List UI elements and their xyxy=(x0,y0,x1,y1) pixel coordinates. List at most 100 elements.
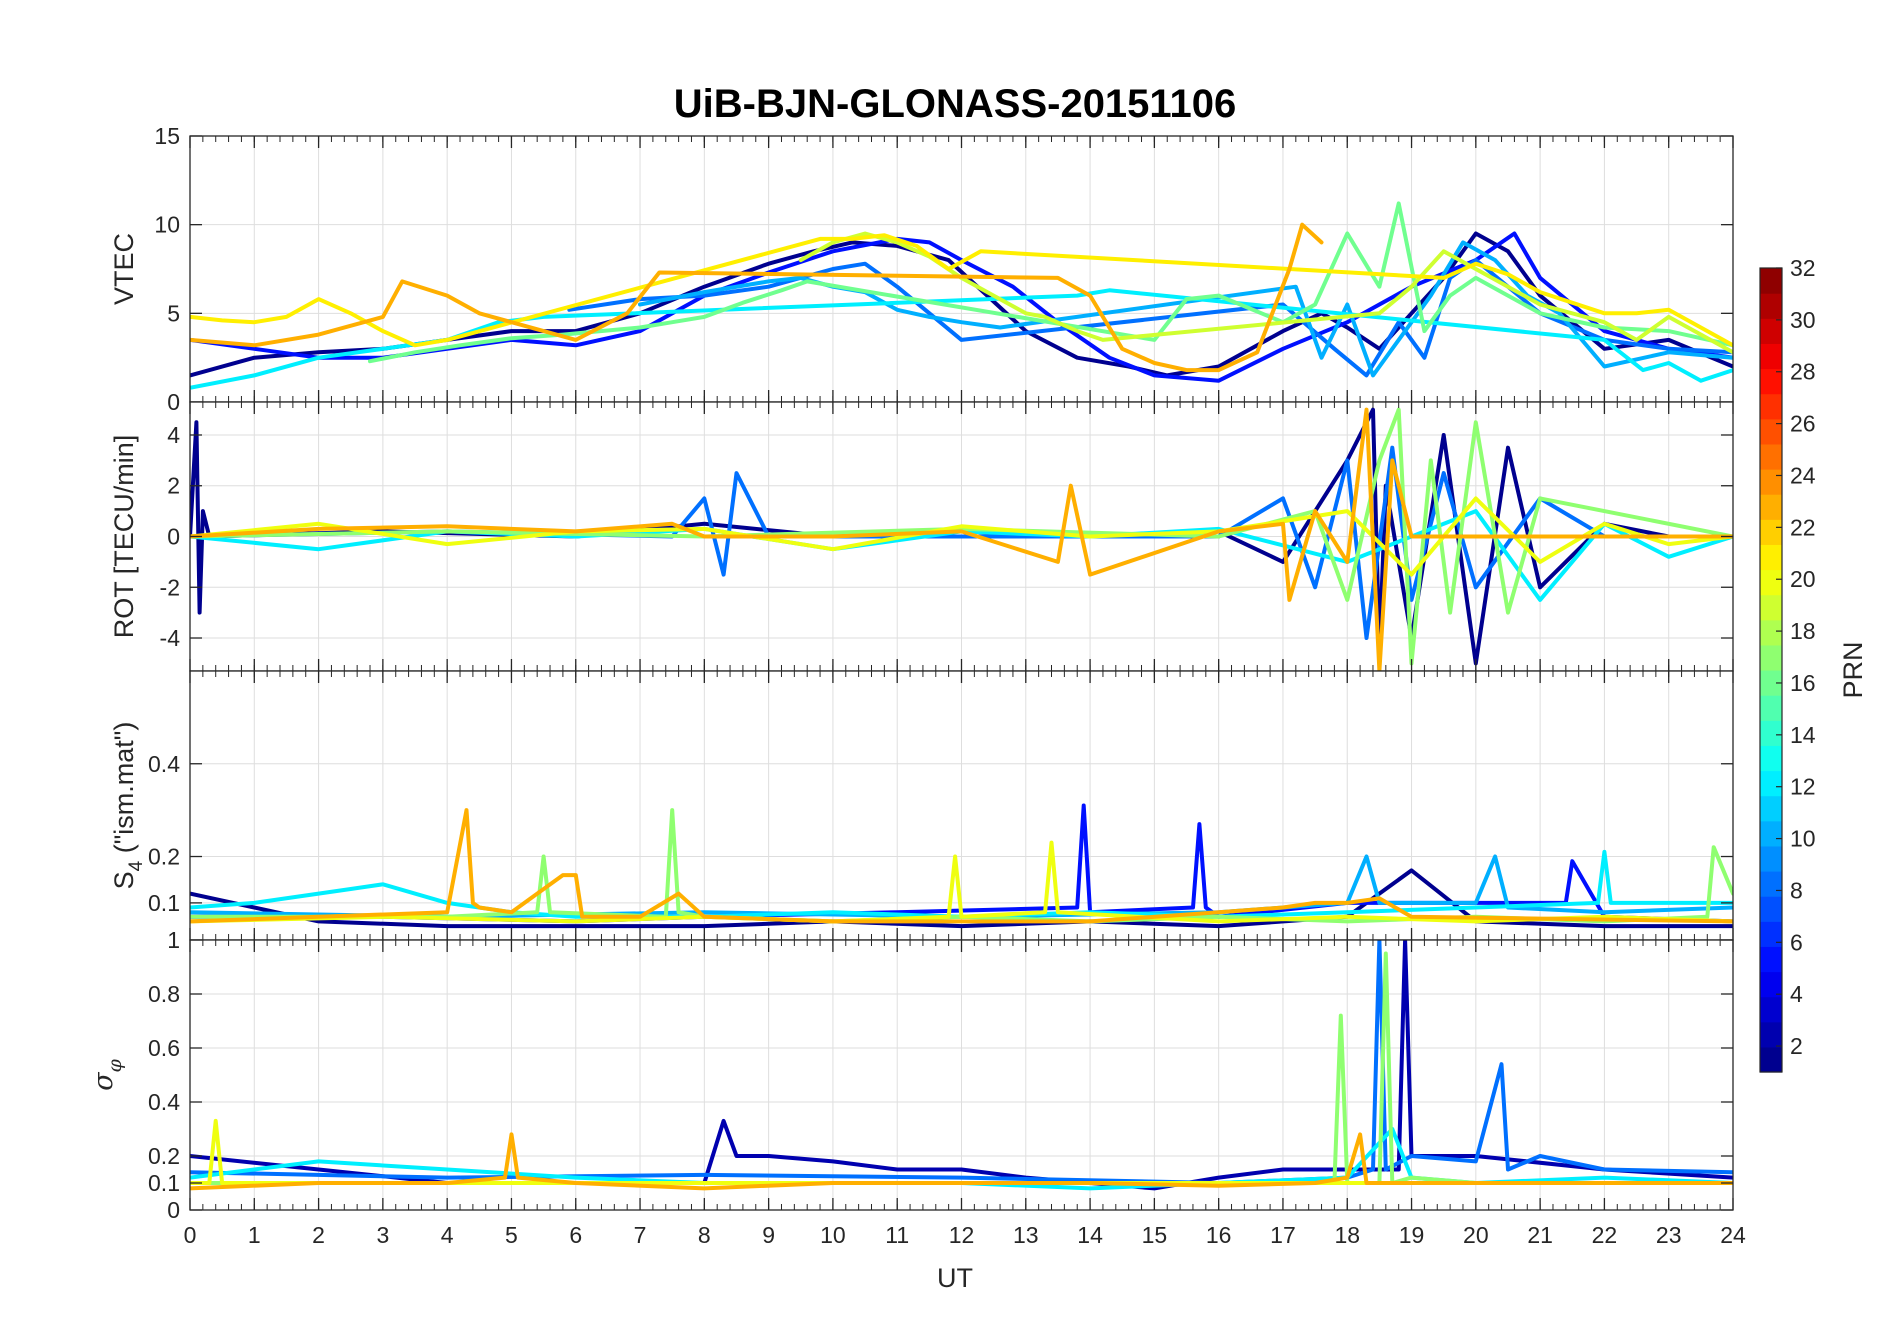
colorbar-segment xyxy=(1760,393,1782,420)
colorbar-tick-label: 28 xyxy=(1790,359,1816,385)
panel-vtec: 0 5 10 15 VTEC xyxy=(109,123,1734,415)
colorbar-segment xyxy=(1760,1046,1782,1073)
colorbar-segment xyxy=(1760,519,1782,545)
series-group xyxy=(190,940,1733,1191)
series-line-prn-23 xyxy=(190,1132,1733,1191)
series-line-prn-17 xyxy=(190,407,1733,666)
x-ticks xyxy=(189,402,1734,671)
series-group xyxy=(190,803,1733,929)
y-tick-label: 1 xyxy=(167,927,180,953)
colorbar-segment xyxy=(1760,494,1782,520)
y-tick-label: 0.4 xyxy=(148,751,180,777)
y-tick-label: 0 xyxy=(167,1197,180,1223)
colorbar-segment xyxy=(1760,268,1782,294)
colorbar-segment xyxy=(1760,644,1782,671)
y-label-main: σ xyxy=(88,1071,119,1091)
x-tick-label: 20 xyxy=(1463,1222,1489,1248)
series-line-prn-23 xyxy=(190,407,1733,671)
colorbar-segment xyxy=(1760,845,1782,872)
y-tick-label: 0.2 xyxy=(148,844,180,870)
y-tick-label: 0 xyxy=(167,524,180,550)
colorbar-tick-label: 10 xyxy=(1790,826,1816,852)
x-tick-label: 4 xyxy=(441,1222,454,1248)
colorbar-segment xyxy=(1760,544,1782,571)
y-tick-label: -4 xyxy=(160,625,181,651)
panel-s4: 0.10.20.4S4 ("ism.mat") xyxy=(109,670,1734,941)
colorbar-tick-label: 2 xyxy=(1790,1033,1803,1059)
y-axis-label: σφ xyxy=(88,1058,126,1090)
colorbar-segment xyxy=(1760,1021,1782,1048)
x-ticks xyxy=(189,940,1734,1210)
series-line-prn-12 xyxy=(190,849,1733,919)
y-ticks: 00.10.2 0.4 0.6 0.8 1 xyxy=(148,927,1733,1223)
series-line-prn-20 xyxy=(190,840,1733,924)
x-axis-label: UT xyxy=(937,1263,973,1293)
y-tick-label: 0.4 xyxy=(148,1089,180,1115)
y-label-main: S xyxy=(109,871,139,889)
x-tick-labels: 0 1 2 3 4 5 6 7 8 9 10 11 12 13 14 15 16 17 18 19 20 21 22 23 24 xyxy=(184,1222,1746,1248)
colorbar-segment xyxy=(1760,720,1782,746)
x-tick-label: 10 xyxy=(820,1222,846,1248)
colorbar-segment xyxy=(1760,871,1782,897)
y-tick-label: 2 xyxy=(167,473,180,499)
colorbar-segment xyxy=(1760,569,1782,596)
y-ticks: 0 5 10 15 xyxy=(154,123,1733,415)
y-label-rest: ("ism.mat") xyxy=(109,722,139,861)
series-line-prn-19 xyxy=(798,231,1733,355)
x-tick-label: 12 xyxy=(949,1222,975,1248)
colorbar-tick-label: 8 xyxy=(1790,877,1803,903)
colorbar-label: PRN xyxy=(1838,641,1868,698)
y-tick-label: -2 xyxy=(160,574,180,600)
colorbar-segment xyxy=(1760,770,1782,797)
y-label-sub: 4 xyxy=(126,860,147,871)
colorbar-segment xyxy=(1760,619,1782,646)
y-tick-label: 0.6 xyxy=(148,1035,180,1061)
x-tick-label: 17 xyxy=(1270,1222,1296,1248)
series-line-prn-12 xyxy=(190,288,1733,390)
colorbar-tick-label: 14 xyxy=(1790,722,1816,748)
colorbar-segment xyxy=(1760,921,1782,947)
colorbar-segment xyxy=(1760,469,1782,495)
x-tick-label: 7 xyxy=(634,1222,647,1248)
x-tick-label: 24 xyxy=(1720,1222,1746,1248)
colorbar-tick-label: 4 xyxy=(1790,981,1803,1007)
x-tick-label: 3 xyxy=(376,1222,389,1248)
colorbar-tick-label: 20 xyxy=(1790,566,1816,592)
series-line-prn-23 xyxy=(190,222,1324,373)
y-tick-label: 5 xyxy=(167,300,180,326)
x-tick-label: 8 xyxy=(698,1222,711,1248)
colorbar-tick-label: 30 xyxy=(1790,307,1816,333)
colorbar-tick-label: 6 xyxy=(1790,929,1803,955)
x-tick-label: 13 xyxy=(1013,1222,1039,1248)
colorbar-tick-label: 24 xyxy=(1790,462,1816,488)
x-tick-label: 15 xyxy=(1142,1222,1168,1248)
y-axis-label: S4 ("ism.mat") xyxy=(109,722,147,890)
x-tick-label: 5 xyxy=(505,1222,518,1248)
axes-frame xyxy=(189,939,1734,1211)
colorbar-tick-label: 18 xyxy=(1790,618,1816,644)
x-tick-label: 9 xyxy=(762,1222,775,1248)
panel-sigma: 00.10.2 0.4 0.6 0.8 1 σφ xyxy=(88,927,1734,1223)
colorbar-segment xyxy=(1760,594,1782,621)
colorbar-tick-label: 22 xyxy=(1790,514,1816,540)
colorbar-segment xyxy=(1760,418,1782,445)
chart-title: UiB-BJN-GLONASS-20151106 xyxy=(674,82,1236,126)
y-tick-label: 10 xyxy=(154,212,180,238)
y-tick-label: 0.8 xyxy=(148,981,180,1007)
colorbar-segment xyxy=(1760,670,1782,696)
colorbar-segment xyxy=(1760,971,1782,998)
colorbar-segment xyxy=(1760,795,1782,822)
y-tick-label: 0.1 xyxy=(148,1170,180,1196)
colorbar-segment xyxy=(1760,695,1782,721)
colorbar-tick-label: 12 xyxy=(1790,774,1816,800)
y-tick-label: 0 xyxy=(167,389,180,415)
y-label-sub: φ xyxy=(104,1058,126,1072)
x-tick-label: 16 xyxy=(1206,1222,1232,1248)
colorbar-segment xyxy=(1760,443,1782,470)
colorbar-tick-label: 16 xyxy=(1790,670,1816,696)
x-tick-label: 22 xyxy=(1592,1222,1618,1248)
x-tick-label: 23 xyxy=(1656,1222,1682,1248)
